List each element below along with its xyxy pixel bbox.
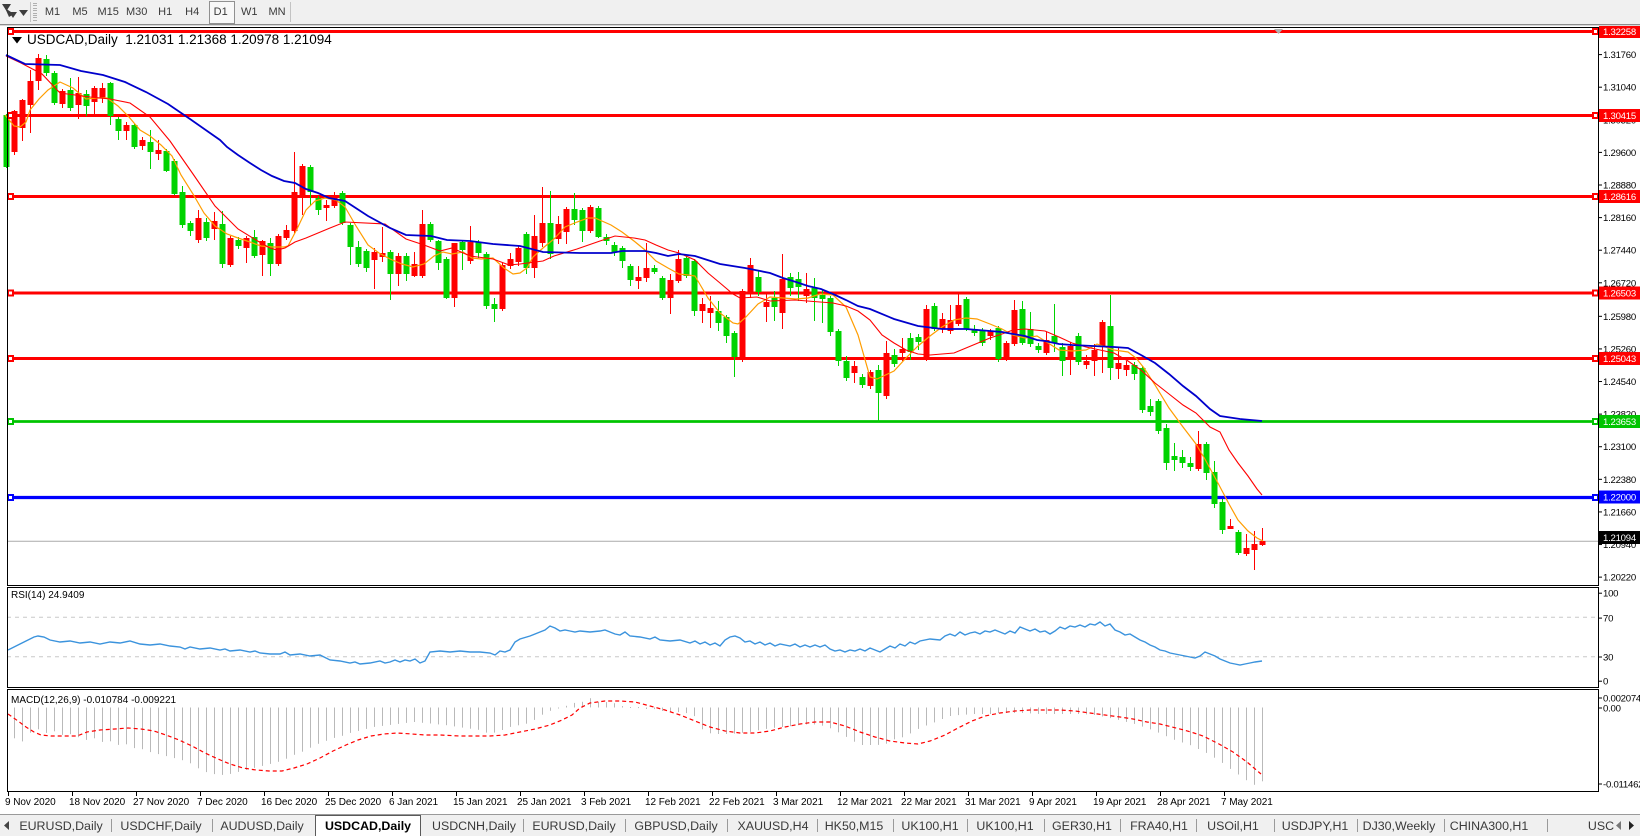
svg-text:19 Apr 2021: 19 Apr 2021 [1093,797,1147,808]
svg-text:0.00: 0.00 [1603,704,1621,715]
svg-text:18 Nov 2020: 18 Nov 2020 [69,797,126,808]
svg-text:1.21660: 1.21660 [1603,507,1636,518]
svg-text:70: 70 [1603,614,1613,625]
svg-text:31 Mar 2021: 31 Mar 2021 [965,797,1021,808]
svg-text:3 Mar 2021: 3 Mar 2021 [773,797,824,808]
svg-text:1.29600: 1.29600 [1603,148,1636,159]
svg-text:30: 30 [1603,653,1613,664]
svg-text:9 Nov 2020: 9 Nov 2020 [5,797,56,808]
svg-text:25 Dec 2020: 25 Dec 2020 [325,797,382,808]
svg-text:1.32258: 1.32258 [1603,27,1636,38]
svg-text:1.21094: 1.21094 [1603,533,1637,544]
svg-text:22 Feb 2021: 22 Feb 2021 [709,797,765,808]
svg-text:1.23653: 1.23653 [1603,417,1636,428]
svg-text:1.24540: 1.24540 [1603,377,1636,388]
svg-text:1.30415: 1.30415 [1603,111,1636,122]
svg-text:6 Jan 2021: 6 Jan 2021 [389,797,438,808]
svg-text:1.20940: 1.20940 [1603,540,1636,551]
svg-text:3 Feb 2021: 3 Feb 2021 [581,797,632,808]
svg-text:12 Feb 2021: 12 Feb 2021 [645,797,701,808]
svg-text:1.25980: 1.25980 [1603,312,1636,323]
svg-text:1.27440: 1.27440 [1603,246,1636,257]
svg-text:1.22000: 1.22000 [1603,493,1636,504]
svg-text:1.28616: 1.28616 [1603,192,1636,203]
svg-text:0: 0 [1603,677,1608,688]
svg-text:1.25043: 1.25043 [1603,354,1636,365]
svg-text:1.22380: 1.22380 [1603,475,1636,486]
svg-text:7 Dec 2020: 7 Dec 2020 [197,797,248,808]
svg-text:1.26720: 1.26720 [1603,278,1636,289]
svg-text:-0.011462: -0.011462 [1603,780,1640,791]
svg-text:0.002074: 0.002074 [1603,694,1640,705]
svg-text:25 Jan 2021: 25 Jan 2021 [517,797,572,808]
svg-text:MACD(12,26,9) -0.010784 -0.009: MACD(12,26,9) -0.010784 -0.009221 [11,695,177,706]
svg-text:1.28880: 1.28880 [1603,181,1636,192]
svg-text:USDCAD,Daily 1.21031 1.21368: USDCAD,Daily 1.21031 1.21368 1.20978 1.2… [27,32,332,47]
svg-text:1.23100: 1.23100 [1603,442,1636,453]
svg-text:1.28160: 1.28160 [1603,213,1636,224]
svg-text:RSI(14) 24.9409: RSI(14) 24.9409 [11,590,85,601]
svg-text:16 Dec 2020: 16 Dec 2020 [261,797,318,808]
svg-text:100: 100 [1603,589,1618,600]
svg-text:28 Apr 2021: 28 Apr 2021 [1157,797,1211,808]
svg-text:9 Apr 2021: 9 Apr 2021 [1029,797,1077,808]
svg-text:1.26503: 1.26503 [1603,289,1636,300]
svg-text:7 May 2021: 7 May 2021 [1221,797,1273,808]
svg-text:1.25260: 1.25260 [1603,344,1636,355]
svg-text:12 Mar 2021: 12 Mar 2021 [837,797,893,808]
svg-text:22 Mar 2021: 22 Mar 2021 [901,797,957,808]
svg-text:1.31760: 1.31760 [1603,50,1636,61]
svg-text:1.20220: 1.20220 [1603,573,1636,584]
svg-text:1.31040: 1.31040 [1603,83,1636,94]
svg-text:27 Nov 2020: 27 Nov 2020 [133,797,190,808]
svg-text:15 Jan 2021: 15 Jan 2021 [453,797,508,808]
